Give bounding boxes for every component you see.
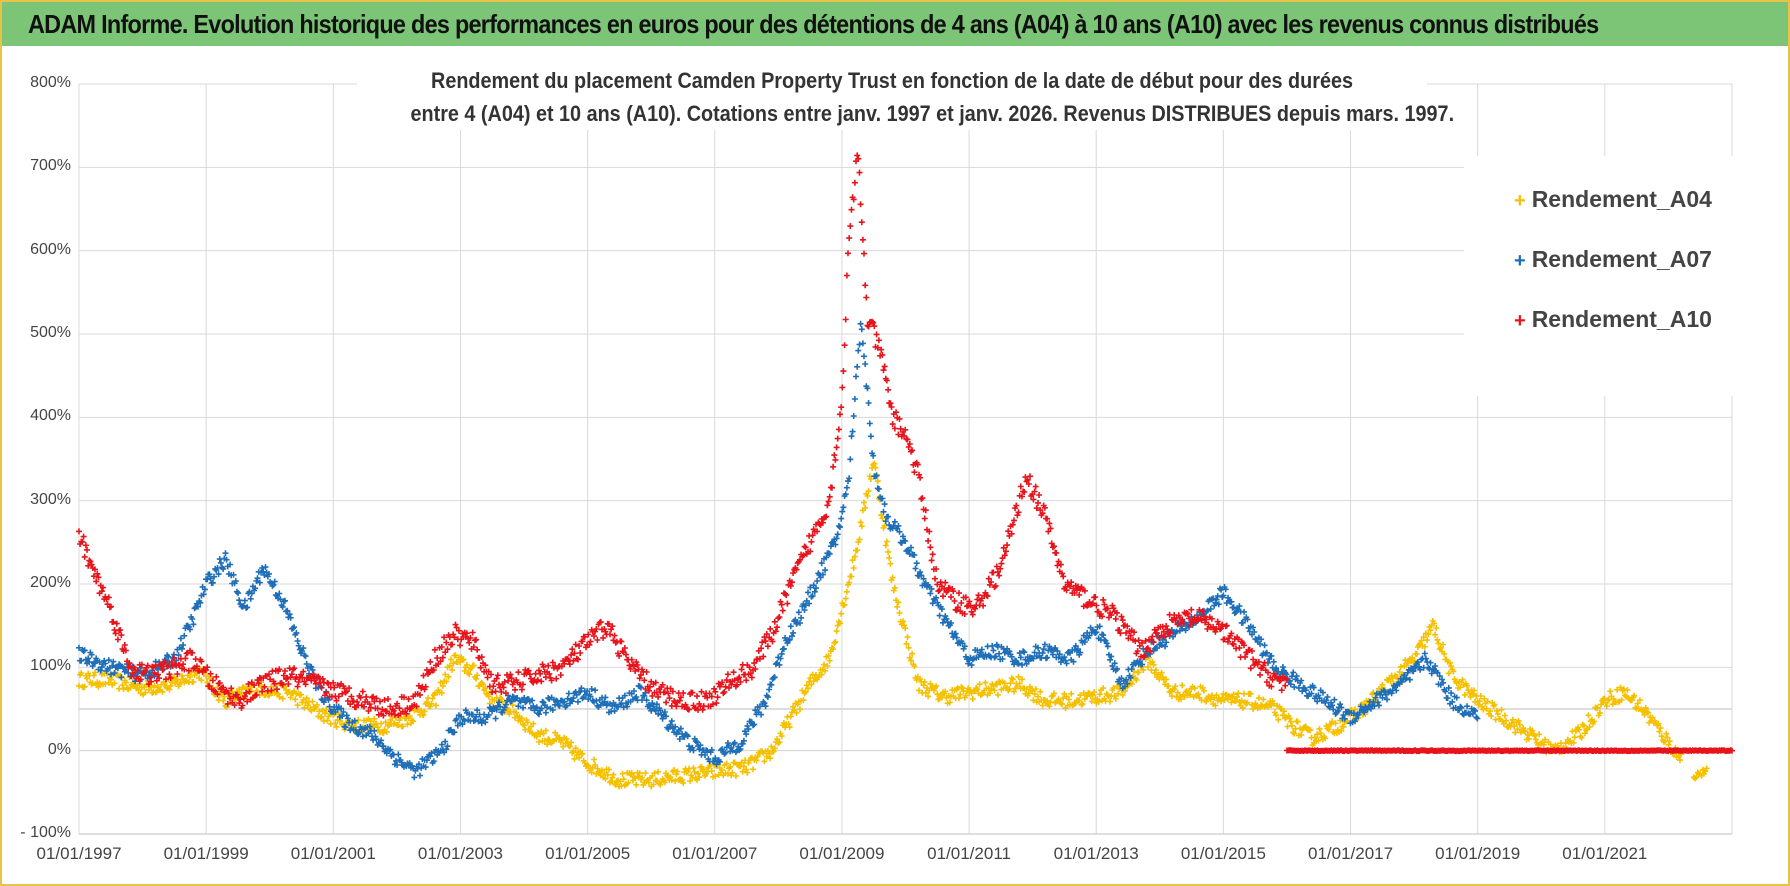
series-layer (76, 152, 1735, 790)
series-rendement_a10-tail (1284, 747, 1735, 755)
y-tick-label: 800% (30, 74, 71, 91)
series-rendement_a10-points (76, 152, 1290, 719)
legend-label-a10: Rendement_A10 (1531, 306, 1712, 332)
series-rendement_a04 (76, 460, 1685, 790)
header-bar: ADAM Informe. Evolution historique des p… (2, 2, 1788, 46)
chart-title: Rendement du placement Camden Property T… (357, 64, 1455, 130)
chart-title-line-2: entre 4 (A04) et 10 ans (A10). Cotations… (410, 101, 1455, 126)
legend-marker-a07: + (1514, 250, 1526, 272)
x-tick-label: 01/01/2017 (1307, 844, 1394, 863)
x-tick-label: 01/01/2007 (672, 844, 758, 863)
x-tick-label: 01/01/2003 (417, 844, 503, 863)
legend-marker-a04: + (1514, 190, 1526, 212)
series-rendement_a07-points (76, 320, 1481, 781)
legend-item-a04: + Rendement_A04 (1514, 186, 1712, 213)
x-tick-label: 01/01/2011 (927, 844, 1011, 863)
y-tick-label: 0% (47, 740, 71, 758)
x-tick-label: 01/01/2001 (290, 844, 376, 863)
series-rendement_a10 (76, 152, 1290, 719)
series-rendement_a04-tail-points (1690, 765, 1710, 782)
series-rendement_a10-tail-points (1284, 747, 1735, 755)
y-tick-label: 200% (30, 574, 71, 591)
legend: + Rendement_A04 + Rendement_A07 + Rendement… (1464, 156, 1734, 396)
series-rendement_a04-tail (1690, 765, 1710, 782)
y-tick-label: 100% (30, 657, 71, 675)
x-tick-label: 01/01/2015 (1180, 844, 1266, 863)
series-rendement_a07 (76, 320, 1481, 781)
legend-label-a07: Rendement_A07 (1531, 246, 1712, 272)
legend-marker-a10: + (1514, 310, 1526, 332)
y-tick-label: 700% (30, 157, 71, 175)
series-rendement_a04-points (76, 460, 1685, 790)
y-tick-label: - 100% (20, 824, 71, 841)
chart-area: Rendement du placement Camden Property T… (2, 46, 1788, 884)
x-tick-label: 01/01/2005 (545, 844, 631, 863)
legend-label-a04: Rendement_A04 (1531, 186, 1712, 212)
y-tick-label: 400% (30, 407, 71, 425)
x-tick-label: 01/01/1997 (36, 844, 122, 863)
chart-title-line-1: Rendement du placement Camden Property T… (431, 68, 1353, 93)
legend-item-a10: + Rendement_A10 (1514, 306, 1712, 333)
x-tick-label: 01/01/2021 (1562, 844, 1648, 863)
x-tick-label: 01/01/1999 (163, 844, 249, 863)
x-tick-label: 01/01/2013 (1053, 844, 1139, 863)
y-tick-label: 500% (30, 324, 71, 341)
y-tick-label: 600% (30, 240, 71, 258)
x-tick-label: 01/01/2019 (1435, 844, 1521, 863)
header-title: ADAM Informe. Evolution historique des p… (28, 8, 1599, 39)
legend-item-a07: + Rendement_A07 (1514, 246, 1712, 273)
x-tick-label: 01/01/2009 (799, 844, 885, 863)
y-tick-label: 300% (30, 490, 71, 508)
